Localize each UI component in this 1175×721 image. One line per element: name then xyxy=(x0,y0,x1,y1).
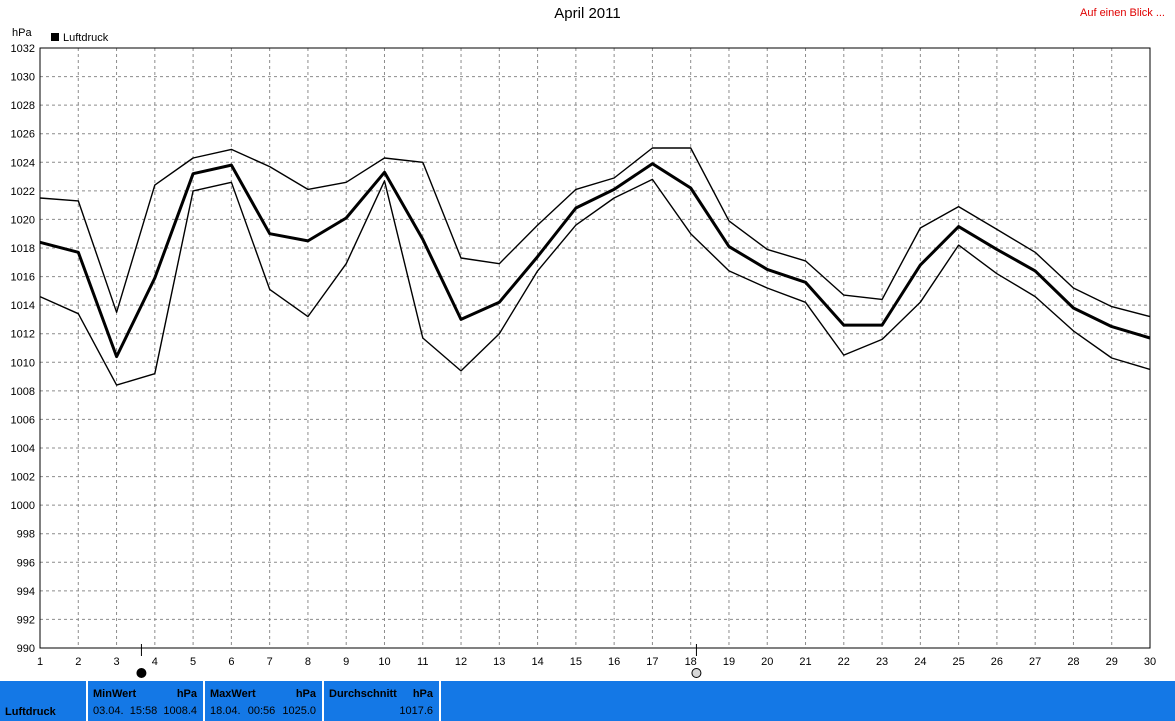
x-tick-label: 19 xyxy=(723,656,735,668)
x-tick-label: 8 xyxy=(305,656,311,668)
y-tick-label: 1018 xyxy=(11,243,35,255)
y-tick-label: 1002 xyxy=(11,472,35,484)
x-tick-label: 13 xyxy=(493,656,505,668)
y-axis: 990 992 994 996 998 1000 1002 1004 1006 1008 1010 1… xyxy=(11,43,35,655)
x-tick-label: 22 xyxy=(838,656,850,668)
y-tick-label: 1024 xyxy=(11,157,35,169)
x-tick-label: 21 xyxy=(799,656,811,668)
y-tick-label: 992 xyxy=(17,614,35,626)
overview-link[interactable]: Auf einen Blick ... xyxy=(1080,7,1165,19)
x-tick-label: 28 xyxy=(1067,656,1079,668)
x-tick-label: 5 xyxy=(190,656,196,668)
x-tick-label: 11 xyxy=(417,656,428,668)
y-tick-label: 1032 xyxy=(11,43,35,55)
pressure-chart: 9909929949969981000100210041006100810101… xyxy=(11,27,1156,678)
y-tick-label: 1020 xyxy=(11,214,35,226)
footer-series-name-cell: Luftdruck xyxy=(0,681,88,721)
x-tick-label: 16 xyxy=(608,656,620,668)
x-tick-label: 18 xyxy=(685,656,697,668)
avg-label: Durchschnitt xyxy=(329,688,397,700)
y-tick-label: 1010 xyxy=(11,357,35,369)
max-time: 00:56 xyxy=(247,705,276,717)
series-group xyxy=(39,147,1151,386)
series-line-max xyxy=(39,147,1151,318)
y-tick-label: 1030 xyxy=(11,72,35,84)
new-moon-icon xyxy=(136,668,147,678)
avg-value: 1017.6 xyxy=(399,705,433,717)
min-time: 15:58 xyxy=(129,705,158,717)
x-tick-label: 6 xyxy=(228,656,234,668)
series-line-mean xyxy=(39,162,1151,359)
y-tick-label: 996 xyxy=(17,557,35,569)
legend-swatch xyxy=(51,33,59,41)
max-unit: hPa xyxy=(295,688,316,700)
y-tick-label: 1022 xyxy=(11,186,35,198)
x-tick-label: 1 xyxy=(37,656,43,668)
max-label: MaxWert xyxy=(210,688,256,700)
markers xyxy=(136,644,702,678)
max-date: 18.04. xyxy=(210,705,241,717)
x-tick-label: 26 xyxy=(991,656,1003,668)
x-tick-label: 29 xyxy=(1106,656,1118,668)
y-tick-label: 1016 xyxy=(11,272,35,284)
x-tick-label: 10 xyxy=(378,656,390,668)
x-tick-label: 27 xyxy=(1029,656,1041,668)
min-value: 1008.4 xyxy=(163,705,197,717)
x-tick-label: 30 xyxy=(1144,656,1156,668)
y-tick-label: 1014 xyxy=(11,300,35,312)
footer-series-name: Luftdruck xyxy=(5,706,56,718)
y-tick-label: 990 xyxy=(17,643,35,655)
x-tick-label: 3 xyxy=(113,656,119,668)
x-tick-label: 12 xyxy=(455,656,467,668)
max-value-cell: MaxWert hPa 18.04. 00:56 1025.0 xyxy=(205,681,324,721)
y-tick-label: 1012 xyxy=(11,329,35,341)
x-tick-label: 14 xyxy=(531,656,543,668)
stats-footer: Luftdruck MinWert hPa 03.04. 15:58 1008.… xyxy=(0,681,1175,721)
min-label: MinWert xyxy=(93,688,137,700)
grid xyxy=(40,48,1150,648)
y-tick-label: 1008 xyxy=(11,386,35,398)
x-tick-label: 23 xyxy=(876,656,888,668)
series-line-min xyxy=(39,178,1151,386)
y-tick-label: 1006 xyxy=(11,414,35,426)
avg-unit: hPa xyxy=(412,688,433,700)
min-value-cell: MinWert hPa 03.04. 15:58 1008.4 xyxy=(88,681,205,721)
y-tick-label: 994 xyxy=(17,586,35,598)
min-unit: hPa xyxy=(176,688,197,700)
x-axis: 1 2 3 4 5 6 7 8 9 10 11 12 13 14 15 16 17 18 19 20 21 22 23 24 2… xyxy=(37,656,1156,668)
x-tick-label: 24 xyxy=(914,656,926,668)
legend-label: Luftdruck xyxy=(63,32,109,44)
plot-frame xyxy=(39,47,1151,649)
x-tick-label: 17 xyxy=(646,656,658,668)
x-tick-label: 9 xyxy=(343,656,349,668)
min-date: 03.04. xyxy=(93,705,124,717)
chart-title: April 2011 xyxy=(554,5,621,22)
x-tick-label: 2 xyxy=(75,656,81,668)
y-tick-label: 1028 xyxy=(11,100,35,112)
full-moon-icon xyxy=(691,668,702,678)
x-tick-label: 25 xyxy=(952,656,964,668)
average-cell: Durchschnitt hPa 1017.6 xyxy=(324,681,441,721)
y-tick-label: 1026 xyxy=(11,129,35,141)
y-tick-label: 1004 xyxy=(11,443,35,455)
x-tick-label: 4 xyxy=(152,656,158,668)
y-tick-label: 998 xyxy=(17,529,35,541)
x-tick-label: 15 xyxy=(570,656,582,668)
x-tick-label: 20 xyxy=(761,656,773,668)
y-axis-label: hPa xyxy=(12,27,32,39)
x-tick-label: 7 xyxy=(267,656,273,668)
max-value: 1025.0 xyxy=(282,705,316,717)
y-tick-label: 1000 xyxy=(11,500,35,512)
